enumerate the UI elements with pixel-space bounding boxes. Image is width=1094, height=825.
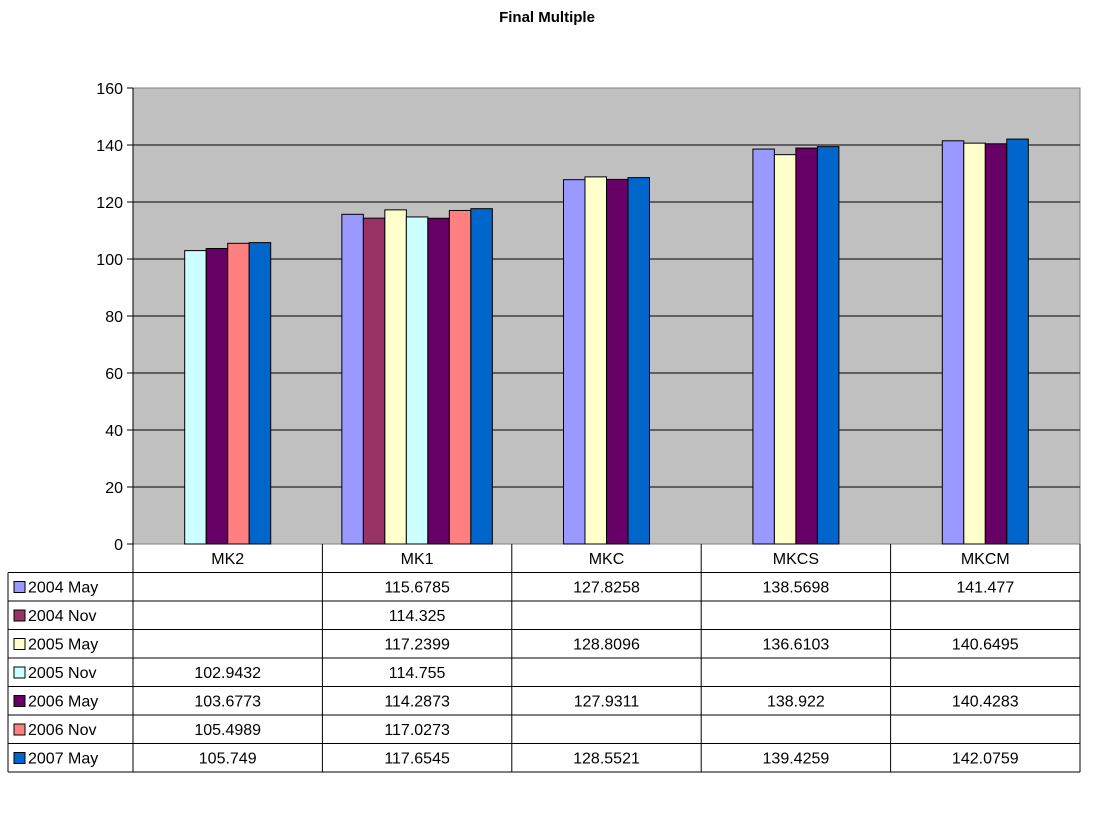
- category-label: MK2: [211, 551, 244, 568]
- legend-label: 2006 May: [28, 694, 98, 711]
- bar: [984, 143, 1008, 545]
- data-label: 138.5698: [763, 580, 830, 597]
- bar: [470, 208, 493, 545]
- y-tick-label: 160: [96, 81, 123, 98]
- data-label: 114.2873: [384, 694, 450, 711]
- bar: [941, 140, 965, 545]
- bar: [248, 242, 272, 545]
- y-tick-label: 120: [96, 195, 123, 212]
- legend-swatch: [13, 695, 26, 707]
- bar: [963, 142, 986, 545]
- bar: [362, 217, 386, 545]
- y-tick-label: 40: [105, 423, 123, 440]
- bar: [816, 146, 840, 545]
- y-tick-label: 100: [96, 252, 123, 269]
- bar: [563, 179, 586, 545]
- y-tick-label: 0: [114, 537, 123, 554]
- data-label: 114.325: [389, 608, 446, 625]
- y-tick-label: 20: [105, 480, 123, 497]
- legend-label: 2005 Nov: [28, 665, 97, 682]
- bar: [184, 250, 207, 545]
- data-label: 128.8096: [573, 637, 640, 654]
- y-tick-label: 60: [105, 366, 123, 383]
- bar: [627, 177, 650, 545]
- data-label: 140.4283: [952, 694, 1019, 711]
- y-tick-label: 80: [105, 309, 123, 326]
- data-label: 103.6773: [194, 694, 261, 711]
- data-label: 138.922: [767, 694, 825, 711]
- legend-swatch: [13, 638, 26, 650]
- data-label: 105.4989: [194, 722, 261, 739]
- bar: [427, 217, 450, 545]
- legend-label: 2004 May: [28, 580, 98, 597]
- data-label: 127.8258: [573, 580, 640, 597]
- legend-swatch: [13, 723, 26, 736]
- category-label: MKCM: [961, 551, 1010, 568]
- bar: [384, 209, 407, 545]
- data-label: 102.9432: [194, 665, 261, 682]
- legend-label: 2007 May: [28, 751, 98, 768]
- data-label: 117.0273: [384, 722, 450, 739]
- bar: [405, 216, 429, 545]
- legend-swatch: [13, 752, 26, 764]
- data-label: 127.9311: [574, 694, 640, 711]
- bar: [584, 176, 607, 545]
- bar: [205, 248, 229, 545]
- chart-title: Final Multiple: [499, 9, 595, 26]
- data-label: 114.755: [389, 665, 446, 682]
- bar: [752, 148, 775, 545]
- data-label: 117.6545: [384, 751, 450, 768]
- category-label: MKC: [589, 551, 625, 568]
- bar: [448, 209, 472, 545]
- data-label: 117.2399: [384, 637, 450, 654]
- bar: [606, 178, 629, 545]
- legend-label: 2006 Nov: [28, 722, 97, 739]
- legend-label: 2004 Nov: [28, 608, 97, 625]
- bar: [795, 147, 818, 545]
- bar: [227, 242, 250, 545]
- category-label: MK1: [401, 551, 434, 568]
- bar: [1006, 138, 1029, 545]
- legend-swatch: [13, 609, 26, 622]
- bar: [341, 213, 364, 545]
- category-label: MKCS: [773, 551, 819, 568]
- legend-swatch: [13, 581, 26, 593]
- bar: [773, 154, 797, 545]
- data-label: 128.5521: [573, 751, 640, 768]
- data-label: 139.4259: [763, 751, 830, 768]
- legend-label: 2005 May: [28, 637, 98, 654]
- data-label: 136.6103: [763, 637, 830, 654]
- data-label: 105.749: [199, 751, 257, 768]
- data-label: 142.0759: [952, 751, 1019, 768]
- data-label: 140.6495: [952, 637, 1019, 654]
- legend-swatch: [13, 666, 26, 679]
- data-label: 141.477: [956, 580, 1014, 597]
- y-tick-label: 140: [96, 138, 123, 155]
- data-label: 115.6785: [384, 580, 450, 597]
